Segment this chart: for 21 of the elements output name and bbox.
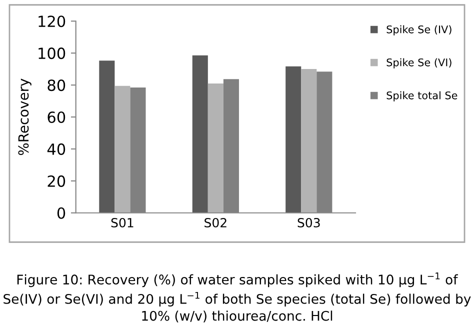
legend-label: Spike Se (VI) (386, 58, 452, 68)
bar (114, 86, 130, 213)
x-tick-label: S01 (111, 218, 134, 228)
y-tick-label: 20 (48, 175, 66, 187)
y-tick-label: 120 (38, 16, 66, 28)
y-tick-label: 40 (47, 143, 66, 155)
bar (286, 66, 302, 213)
x-tick-label: S02 (204, 218, 226, 228)
bar (99, 60, 115, 213)
legend-label: Spike Se (IV) (386, 25, 452, 36)
bar (192, 55, 208, 213)
text: Figure 10: Recovery (%) of water samples spiked with 10 µg L$^{−1}$ of Se(IV) or Se(VI) and 20 µg L$^{−1}$ of both Se species (total Se) followed by 10% (w/v) thiourea/conc. HCl (4, 272, 471, 322)
y-axis-title: %Recovery (18, 78, 32, 156)
y-tick-label: 0 (57, 207, 66, 219)
legend-label: Spike total Se (386, 91, 458, 102)
y-tick-label: 80 (48, 80, 66, 92)
x-tick-label: S03 (298, 218, 320, 228)
y-tick-label: 100 (38, 48, 66, 60)
y-tick-label: 60 (48, 111, 66, 124)
bar (301, 69, 317, 213)
bar (208, 83, 224, 213)
